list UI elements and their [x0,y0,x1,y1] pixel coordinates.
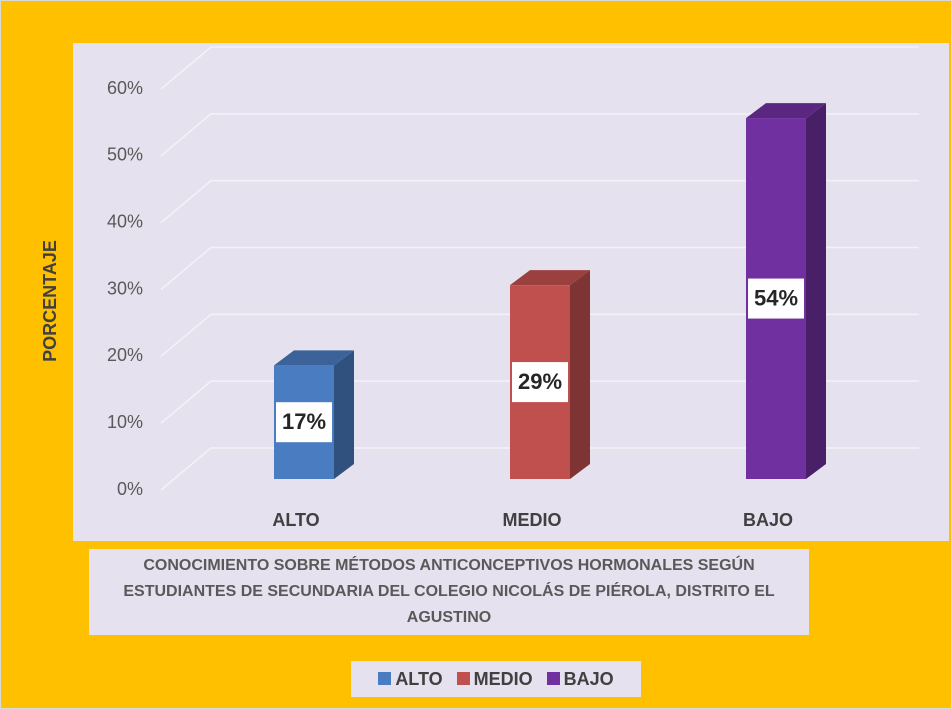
data-label-box [748,278,804,319]
data-label-box [512,362,568,403]
x-tick-label: ALTO [272,510,319,530]
legend-label: ALTO [395,668,443,689]
y-tick-label: 10% [107,412,143,432]
y-tick-label: 0% [117,479,143,499]
legend-item: BAJO [546,668,614,690]
y-tick-label: 50% [107,145,143,165]
grid-line [160,179,919,224]
bar-side [334,350,354,479]
legend-item: MEDIO [456,668,533,690]
bar-side [570,270,590,479]
y-tick-label: 30% [107,278,143,298]
grid-line [160,46,919,90]
data-label: 29% [518,369,562,394]
legend-swatch [456,671,470,685]
grid-line [160,113,919,157]
y-tick-label: 40% [107,211,143,231]
bar-side [806,103,826,479]
grid-line [160,246,919,291]
data-label: 17% [282,409,326,434]
x-tick-label: MEDIO [502,510,561,530]
legend-label: BAJO [563,668,614,689]
chart-title: CONOCIMIENTO SOBRE MÉTODOS ANTICONCEPTIV… [89,549,809,635]
bar-top [746,103,826,119]
legend-swatch [546,671,560,685]
legend: ALTO MEDIO BAJO [351,661,641,697]
bar-top [510,270,590,286]
x-tick-label: BAJO [743,510,793,530]
y-tick-label: 20% [107,345,143,365]
grid-line [160,380,919,424]
y-axis-label: PORCENTAJE [40,240,60,362]
grid-line [160,313,919,357]
legend-label: MEDIO [473,668,533,689]
grid-line [160,447,919,491]
bar-top [274,350,354,366]
data-label-box [276,402,332,443]
data-label: 54% [754,285,798,310]
legend-swatch [378,671,392,685]
legend-item: ALTO [378,668,443,690]
y-tick-label: 60% [107,78,143,98]
